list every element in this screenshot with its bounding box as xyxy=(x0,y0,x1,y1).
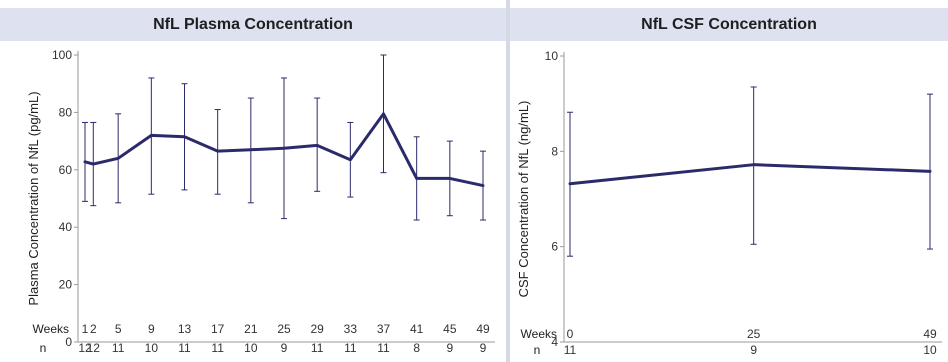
weeks-row-label: Weeks xyxy=(33,322,69,336)
series-line xyxy=(568,163,932,186)
y-tick-label: 100 xyxy=(52,48,72,62)
n-value: 11 xyxy=(112,341,125,355)
plasma-chart-title: NfL Plasma Concentration xyxy=(153,15,353,33)
n-value: 9 xyxy=(480,341,487,355)
y-tick-label: 8 xyxy=(551,144,558,158)
y-axis-title: CSF Concentration of NfL (ng/mL) xyxy=(516,101,531,298)
csf-chart-title: NfL CSF Concentration xyxy=(641,15,817,33)
x-tick-label: 45 xyxy=(443,322,457,336)
y-tick-label: 20 xyxy=(59,278,73,292)
n-value: 11 xyxy=(211,341,224,355)
series-line xyxy=(83,112,485,188)
n-value: 12 xyxy=(78,341,92,355)
x-tick-label: 0 xyxy=(567,327,574,341)
x-tick-label: 13 xyxy=(178,322,192,336)
y-tick-label: 80 xyxy=(59,105,73,119)
csf-panel: NfL CSF Concentration 4 6 8 10 CSF Concentra… xyxy=(510,0,948,362)
n-value: 10 xyxy=(244,341,258,355)
n-value: 11 xyxy=(377,341,390,355)
n-value: 10 xyxy=(145,341,159,355)
y-axis-title: Plasma Concentration of NfL (pg/mL) xyxy=(26,91,41,305)
n-value: 9 xyxy=(281,341,288,355)
x-tick-label: 41 xyxy=(410,322,424,336)
n-row-label: n xyxy=(534,343,541,357)
csf-chart: 4 6 8 10 CSF Concentration of NfL (ng/mL) Wee… xyxy=(516,49,942,357)
y-tick-label: 6 xyxy=(551,240,558,254)
x-tick-label: 49 xyxy=(476,322,490,336)
x-tick-label: 9 xyxy=(148,322,155,336)
n-value: 11 xyxy=(178,341,191,355)
n-value: 11 xyxy=(344,341,357,355)
n-row-label: n xyxy=(40,341,47,355)
n-value: 8 xyxy=(413,341,420,355)
y-tick-label: 4 xyxy=(551,335,558,349)
x-tick-label: 5 xyxy=(115,322,122,336)
n-value: 12 xyxy=(87,341,101,355)
x-tick-label: 2 xyxy=(90,322,97,336)
x-tick-label: 25 xyxy=(277,322,291,336)
x-tick-label: 33 xyxy=(344,322,358,336)
x-tick-label: 17 xyxy=(211,322,225,336)
panel-divider xyxy=(506,0,510,362)
plasma-panel-header: NfL Plasma Concentration xyxy=(0,8,506,41)
n-value: 9 xyxy=(446,341,453,355)
y-tick-label: 10 xyxy=(545,49,559,63)
x-tick-label: 49 xyxy=(923,327,937,341)
x-tick-label: 37 xyxy=(377,322,391,336)
y-tick-label: 0 xyxy=(65,335,72,349)
y-tick-label: 60 xyxy=(59,163,73,177)
plasma-panel: NfL Plasma Concentration 0 20 40 60 80 100 Pla… xyxy=(0,8,506,355)
n-value: 11 xyxy=(564,343,577,357)
n-value: 11 xyxy=(311,341,324,355)
csf-panel-header: NfL CSF Concentration xyxy=(510,8,948,41)
n-value: 9 xyxy=(750,343,757,357)
x-tick-label: 25 xyxy=(747,327,761,341)
x-tick-label: 21 xyxy=(244,322,258,336)
plasma-chart: 0 20 40 60 80 100 Plasma Concentration of NfL … xyxy=(26,48,495,355)
y-tick-label: 40 xyxy=(59,220,73,234)
x-tick-label: 29 xyxy=(310,322,324,336)
weeks-row-label: Weeks xyxy=(521,327,557,341)
n-value: 10 xyxy=(923,343,937,357)
x-tick-label: 1 xyxy=(82,322,89,336)
